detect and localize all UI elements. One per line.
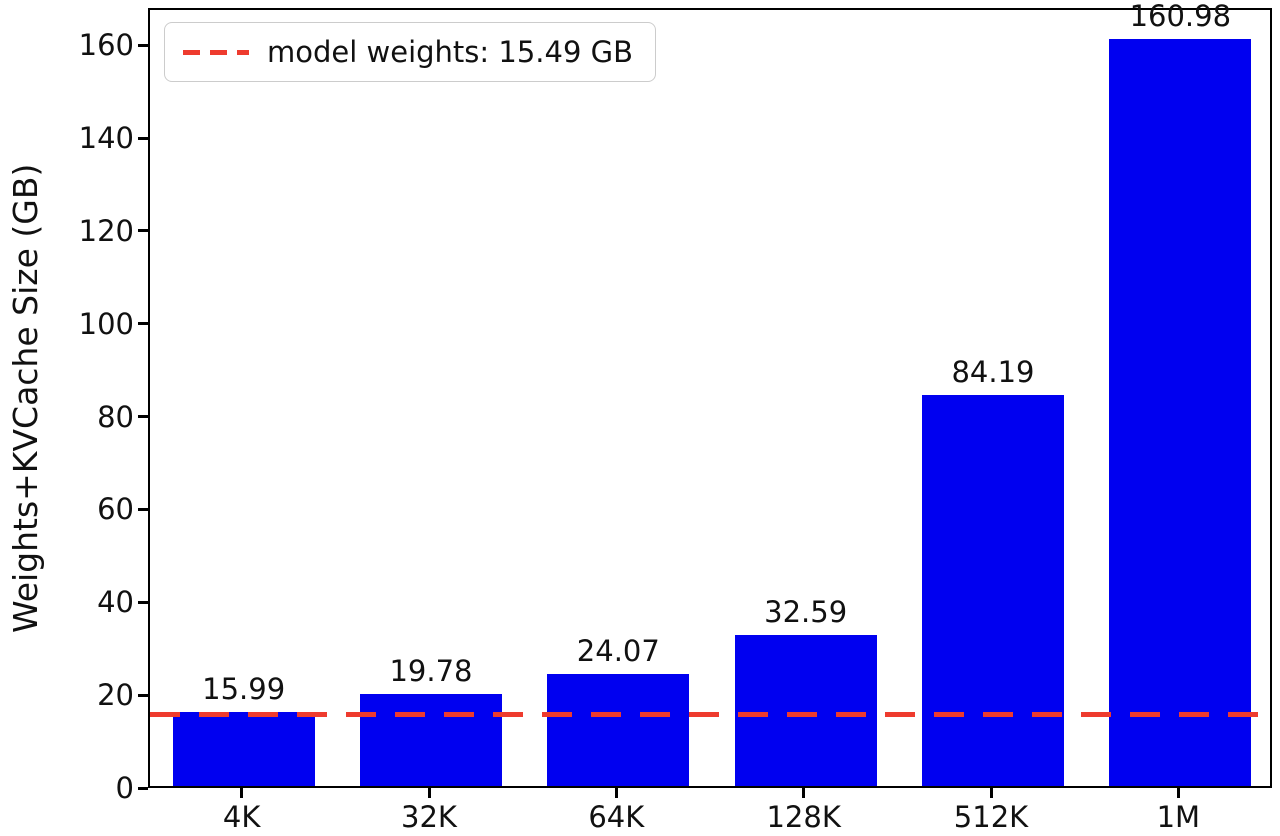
bar-value-label: 15.99 xyxy=(202,671,286,706)
y-tick-mark xyxy=(138,322,148,326)
y-tick-mark xyxy=(138,43,148,47)
y-tick-mark xyxy=(138,693,148,697)
y-tick-label: 100 xyxy=(78,306,134,341)
x-tick-label: 32K xyxy=(401,800,457,834)
x-tick-mark xyxy=(427,788,431,798)
y-tick-label: 120 xyxy=(78,213,134,248)
legend-label: model weights: 15.49 GB xyxy=(267,35,633,69)
bar xyxy=(360,694,502,786)
y-tick-label: 40 xyxy=(97,585,134,620)
y-tick-label: 160 xyxy=(78,28,134,63)
x-tick-mark xyxy=(989,788,993,798)
x-tick-mark xyxy=(614,788,618,798)
model-weights-threshold-line xyxy=(150,711,1270,717)
bar-value-label: 160.98 xyxy=(1129,0,1232,33)
bar-value-label: 32.59 xyxy=(764,594,848,629)
y-tick-mark xyxy=(138,600,148,604)
bar-value-label: 24.07 xyxy=(576,634,660,669)
bar xyxy=(547,674,690,786)
y-tick-mark xyxy=(138,786,148,790)
x-tick-label: 128K xyxy=(766,800,841,834)
plot-area: model weights: 15.49 GB 15.99 19.78 24.07 3… xyxy=(148,0,1272,788)
y-tick-mark xyxy=(138,136,148,140)
legend-dashed-line-icon xyxy=(183,49,249,55)
y-tick-label: 0 xyxy=(115,771,134,805)
bar xyxy=(172,711,315,786)
x-tick-mark xyxy=(240,788,244,798)
x-tick-mark xyxy=(802,788,806,798)
y-tick-label: 140 xyxy=(78,121,134,155)
x-tick-label: 4K xyxy=(222,800,261,834)
y-tick-mark xyxy=(138,507,148,511)
x-tick-mark xyxy=(1176,788,1180,798)
x-tick-label: 512K xyxy=(953,800,1029,834)
y-tick-mark xyxy=(138,415,148,419)
bar xyxy=(922,395,1064,786)
y-tick-label: 20 xyxy=(97,678,134,713)
bar-value-label: 19.78 xyxy=(389,654,473,689)
bar xyxy=(1109,38,1252,786)
y-tick-label: 80 xyxy=(97,399,134,434)
bar xyxy=(734,634,877,786)
legend: model weights: 15.49 GB xyxy=(164,22,656,82)
y-tick-mark xyxy=(138,229,148,233)
x-tick-label: 1M xyxy=(1156,800,1201,834)
x-tick-label: 64K xyxy=(588,800,645,834)
bar-value-label: 84.19 xyxy=(951,355,1035,390)
y-tick-label: 60 xyxy=(97,492,134,527)
